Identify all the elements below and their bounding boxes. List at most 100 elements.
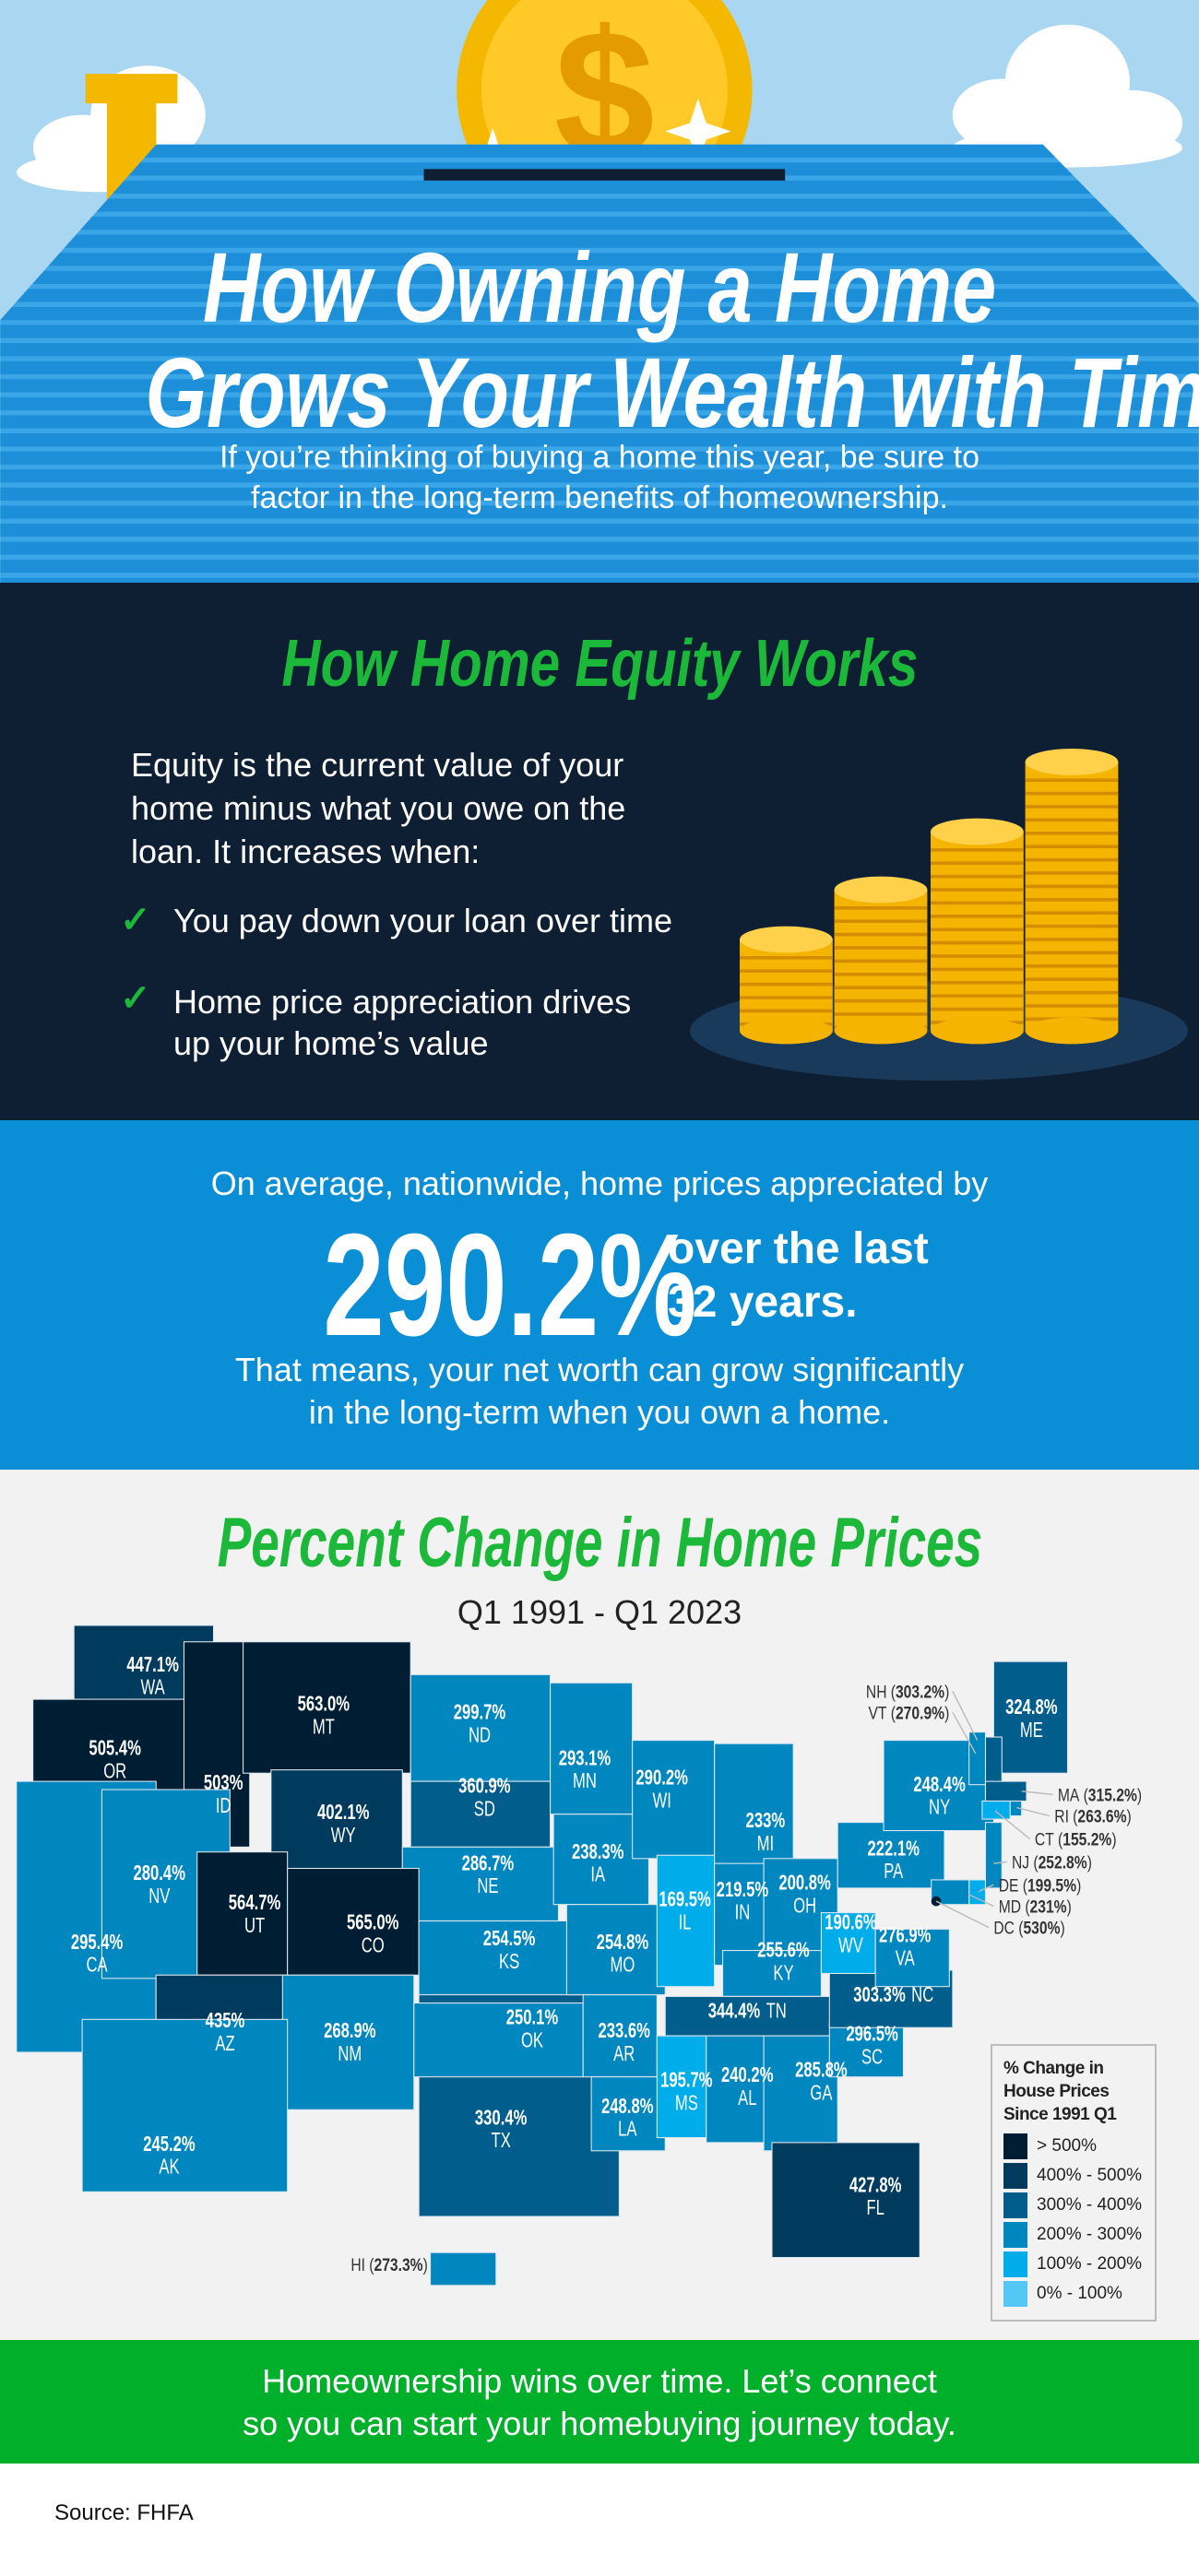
state-label: 503%ID bbox=[204, 1772, 243, 1818]
state-wy[interactable] bbox=[270, 1769, 403, 1873]
state-code: AL bbox=[738, 2086, 756, 2109]
state-shapes bbox=[16, 1625, 1069, 2286]
state-label: 330.4%TX bbox=[475, 2107, 528, 2153]
state-pct: 563.0% bbox=[298, 1693, 350, 1716]
state-mi[interactable] bbox=[714, 1743, 794, 1873]
state-pct: 222.1% bbox=[868, 1837, 920, 1861]
state-ks[interactable] bbox=[418, 1920, 584, 2004]
source-text: Source: FHFA bbox=[54, 2500, 194, 2525]
state-ny[interactable] bbox=[883, 1740, 994, 1832]
state-ga[interactable] bbox=[763, 2035, 838, 2152]
legend-item: 0% - 100% bbox=[1003, 2279, 1144, 2309]
state-code: WV bbox=[838, 1934, 863, 1957]
state-mt[interactable] bbox=[243, 1641, 411, 1774]
state-ut[interactable] bbox=[196, 1851, 289, 1976]
state-nj[interactable] bbox=[984, 1822, 1003, 1889]
state-pct: 199.5% bbox=[1027, 1875, 1076, 1896]
state-ak[interactable] bbox=[81, 2018, 289, 2192]
state-label: 565.0%CO bbox=[347, 1911, 399, 1957]
state-fl[interactable] bbox=[771, 2142, 920, 2259]
state-hi[interactable] bbox=[430, 2251, 497, 2286]
state-code: KS bbox=[499, 1951, 519, 1974]
call-to-action: Homeownership wins over time. Let’s conn… bbox=[0, 2340, 1199, 2464]
paren: ( bbox=[1033, 1852, 1038, 1873]
state-callout: MD (231%) bbox=[999, 1897, 1072, 1917]
state-callout-text: MA (315.2%) bbox=[1058, 1785, 1142, 1805]
state-pct: 195.7% bbox=[660, 2069, 713, 2092]
state-label: 290.2%WI bbox=[635, 1767, 688, 1813]
state-ar[interactable] bbox=[582, 1994, 658, 2078]
state-pct: 268.9% bbox=[324, 2019, 376, 2042]
state-ky[interactable] bbox=[722, 1949, 822, 1997]
state-ne[interactable] bbox=[401, 1846, 560, 1922]
list-item: Home price appreciation drives up your h… bbox=[173, 981, 631, 1064]
state-la[interactable] bbox=[590, 2076, 666, 2152]
state-code: MS bbox=[675, 2092, 698, 2115]
state-code: UT bbox=[244, 1914, 265, 1937]
state-tn[interactable] bbox=[664, 1995, 855, 2037]
state-label-text: 303.3% NC bbox=[853, 1983, 933, 2006]
state-code: MO bbox=[611, 1954, 635, 1977]
source-footer: Source: FHFA bbox=[0, 2464, 1199, 2576]
stat-outro-line2: in the long-term when you own a home. bbox=[308, 1393, 891, 1431]
legend-item: 400% - 500% bbox=[1003, 2161, 1144, 2191]
paren: ) bbox=[1111, 1829, 1116, 1849]
paren: ( bbox=[1018, 1918, 1023, 1938]
legend-label: 0% - 100% bbox=[1037, 2284, 1122, 2303]
state-code: GA bbox=[810, 2082, 833, 2105]
state-code: SD bbox=[474, 1798, 495, 1821]
state-in[interactable] bbox=[714, 1862, 765, 1967]
state-nd[interactable] bbox=[410, 1673, 552, 1782]
state-label: 447.1%WA bbox=[126, 1653, 179, 1699]
stat-suffix-line2: 32 years. bbox=[668, 1278, 858, 1327]
state-code: LA bbox=[618, 2118, 637, 2141]
state-pct: 315.2% bbox=[1088, 1785, 1137, 1805]
state-il[interactable] bbox=[656, 1854, 716, 1988]
state-pct: 190.6% bbox=[825, 1911, 877, 1934]
state-code: PA bbox=[884, 1861, 903, 1884]
legend-item: 100% - 200% bbox=[1003, 2250, 1144, 2279]
state-callout-text: VT (270.9%) bbox=[868, 1703, 949, 1723]
callout-line bbox=[994, 1810, 1031, 1839]
state-nm[interactable] bbox=[281, 1974, 415, 2110]
legend-item: 200% - 300% bbox=[1003, 2220, 1144, 2250]
state-sd[interactable] bbox=[410, 1780, 552, 1848]
state-label: 245.2%AK bbox=[143, 2133, 196, 2179]
legend-swatch bbox=[1003, 2281, 1027, 2307]
state-label: 248.4%NY bbox=[913, 1773, 966, 1819]
state-code: WA bbox=[141, 1676, 166, 1699]
state-code: WY bbox=[331, 1824, 356, 1847]
state-wv[interactable] bbox=[820, 1912, 876, 1974]
page-title-line2: Grows Your Wealth with Time bbox=[0, 343, 1199, 443]
legend-swatch bbox=[1003, 2251, 1027, 2277]
state-mo[interactable] bbox=[565, 1904, 666, 1996]
state-code: FL bbox=[866, 2197, 884, 2220]
stat-suffix-line1: over the last bbox=[668, 1224, 929, 1273]
state-ms[interactable] bbox=[656, 2035, 707, 2139]
subtitle-line1: If you’re thinking of buying a home this… bbox=[219, 440, 980, 475]
state-pct: 285.8% bbox=[795, 2059, 848, 2082]
state-pct: 427.8% bbox=[849, 2174, 902, 2197]
state-ok[interactable] bbox=[413, 2002, 584, 2078]
state-pct: 254.8% bbox=[597, 1931, 649, 1954]
state-code: IA bbox=[590, 1863, 605, 1886]
state-pct: 505.4% bbox=[89, 1737, 141, 1760]
state-label: 293.1%MN bbox=[559, 1747, 611, 1793]
state-code: DE bbox=[999, 1875, 1019, 1896]
state-va[interactable] bbox=[874, 1928, 950, 1988]
state-pct: 330.4% bbox=[475, 2107, 528, 2130]
state-code: NM bbox=[338, 2042, 362, 2065]
body-line: loan. It increases when: bbox=[131, 833, 481, 870]
state-code: NV bbox=[148, 1885, 171, 1908]
state-wi[interactable] bbox=[632, 1740, 716, 1860]
state-pct: 564.7% bbox=[229, 1892, 281, 1915]
state-ma[interactable] bbox=[984, 1780, 1027, 1802]
paren: ( bbox=[1073, 1806, 1077, 1826]
state-pa[interactable] bbox=[837, 1822, 945, 1889]
stat-value-text: 290.2% bbox=[323, 1204, 697, 1366]
state-ct[interactable] bbox=[981, 1800, 1011, 1820]
state-pct: 280.4% bbox=[134, 1861, 186, 1885]
state-me[interactable] bbox=[992, 1660, 1069, 1774]
state-pct: 219.5% bbox=[717, 1878, 769, 1901]
state-vt[interactable] bbox=[968, 1731, 987, 1786]
